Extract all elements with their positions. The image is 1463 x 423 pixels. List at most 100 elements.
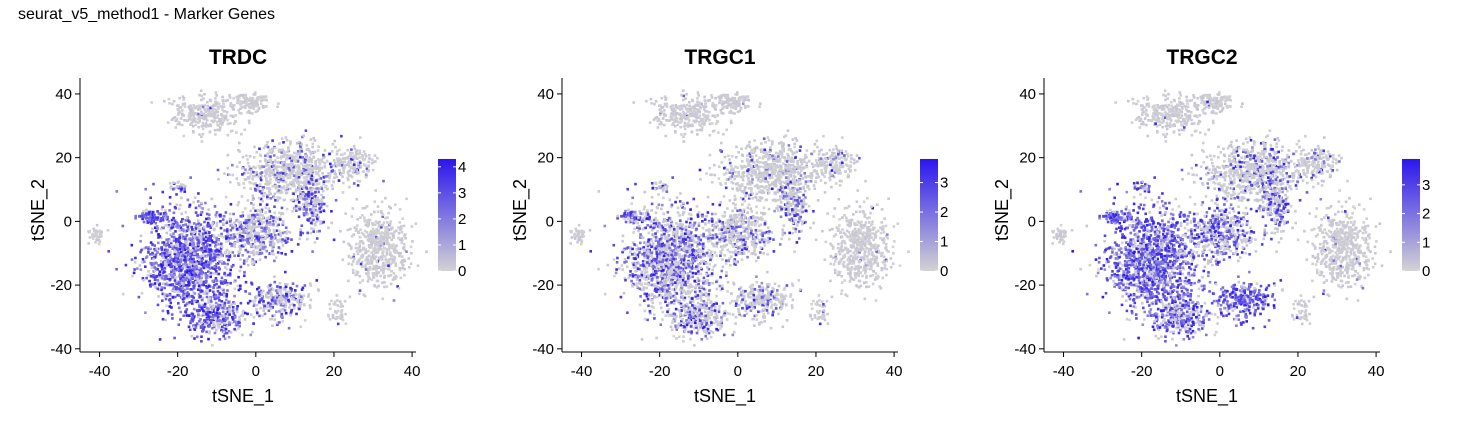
cell-point [181,102,185,106]
cell-point [224,327,228,331]
cell-point [686,310,690,314]
cell-point [311,171,314,174]
cell-point [165,252,169,256]
cell-point [242,95,246,99]
cell-point [153,269,157,272]
cell-point [355,261,359,264]
colorbar-tick-label: 3 [458,185,466,202]
cell-point [162,226,165,230]
cell-point [221,95,224,99]
cell-point [279,175,282,178]
cell-point [373,257,376,260]
cell-point [202,311,206,314]
cell-point [349,174,353,178]
cell-point [196,277,199,280]
cell-point [361,246,365,250]
cell-point [245,221,249,225]
cell-point [161,226,164,230]
cell-point [299,325,303,329]
cell-point [272,171,275,174]
cell-point [694,286,697,289]
cell-point [323,165,327,169]
cell-point [282,163,286,167]
cell-point [148,283,152,287]
cell-point [397,236,400,240]
cell-point [182,283,185,287]
cell-point [333,169,336,173]
cell-point [92,227,96,231]
cell-point [315,187,319,190]
cell-point [308,282,312,285]
cell-point [153,244,156,247]
cell-point [373,247,377,250]
cell-point [402,246,405,250]
cell-point [389,282,393,286]
cell-point [236,305,239,308]
cell-point [338,163,341,166]
cell-point [239,314,243,318]
cell-point [269,178,272,181]
cell-point [221,115,225,119]
cell-point [214,215,218,218]
cell-point [367,221,370,224]
cell-point [360,260,364,264]
cell-point [147,270,150,273]
cell-point [679,192,682,195]
cell-point [334,317,337,321]
cell-point [235,95,238,99]
cell-point [346,178,350,182]
cell-point [181,248,185,251]
cell-point [198,119,201,123]
cell-point [202,262,206,265]
cell-point [200,321,203,325]
cell-point [328,307,332,310]
cell-point [370,231,373,235]
cell-point [662,212,665,216]
cell-point [351,171,355,174]
cell-point [215,224,219,227]
cell-point [148,210,151,214]
cell-point [300,143,303,146]
cell-point [153,213,156,217]
cell-point [213,119,216,122]
cell-point [187,105,191,109]
cell-point [680,248,684,251]
cell-point [254,188,257,191]
cell-point [178,224,182,228]
cell-point [211,344,214,347]
cell-point [373,265,377,268]
cell-point [283,239,287,242]
cell-point [171,247,174,250]
cell-point [647,304,650,308]
cell-point [250,238,253,242]
cell-point [281,170,285,174]
cell-point [350,157,353,161]
cell-point [240,112,243,115]
cell-point [233,314,237,317]
cell-point [354,150,358,154]
cell-point [201,329,205,333]
cell-point [373,210,376,214]
cell-point [173,272,176,276]
cell-point [260,226,263,230]
cell-point [256,311,259,315]
cell-point [364,235,368,239]
cell-point [263,307,267,310]
cell-point [181,279,184,282]
cell-point [166,258,170,262]
cell-point [292,165,295,169]
cell-point [191,109,195,112]
cell-point [206,242,209,246]
cell-point [233,280,236,284]
cell-point [197,115,201,119]
cell-point [331,313,335,317]
cell-point [225,235,228,238]
cell-point [247,231,250,235]
cell-point [180,212,183,216]
cell-point [285,207,289,211]
cell-point [296,160,300,163]
cell-point [380,210,383,213]
cell-point [254,91,257,94]
cell-point [221,282,225,285]
cell-point [312,227,316,231]
